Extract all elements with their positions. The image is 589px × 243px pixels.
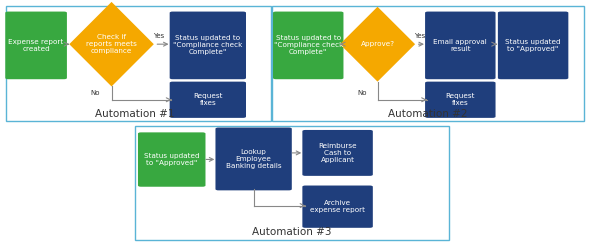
FancyBboxPatch shape <box>498 12 568 79</box>
FancyBboxPatch shape <box>425 12 495 79</box>
Text: Automation #2: Automation #2 <box>388 109 468 119</box>
Polygon shape <box>340 7 415 82</box>
FancyBboxPatch shape <box>302 185 373 228</box>
Text: Archive
expense report: Archive expense report <box>310 200 365 213</box>
FancyBboxPatch shape <box>5 12 67 79</box>
FancyBboxPatch shape <box>216 128 292 190</box>
Text: Reimburse
Cash to
Applicant: Reimburse Cash to Applicant <box>318 143 357 163</box>
Polygon shape <box>70 2 154 87</box>
Text: Status updated to
"Compliance check
Complete": Status updated to "Compliance check Comp… <box>273 35 343 55</box>
Text: Request
fixes: Request fixes <box>193 93 223 106</box>
Text: No: No <box>357 90 366 96</box>
FancyBboxPatch shape <box>425 82 495 118</box>
FancyBboxPatch shape <box>170 82 246 118</box>
Text: Status updated
to "Approved": Status updated to "Approved" <box>505 39 561 52</box>
Text: Approve?: Approve? <box>360 41 395 47</box>
FancyBboxPatch shape <box>302 130 373 176</box>
Text: Email approval
result: Email approval result <box>434 39 487 52</box>
FancyBboxPatch shape <box>170 12 246 79</box>
Text: No: No <box>90 90 100 96</box>
Text: Yes: Yes <box>153 33 164 39</box>
Text: Automation #1: Automation #1 <box>95 109 175 119</box>
Text: Automation #3: Automation #3 <box>252 227 332 237</box>
Text: Check if
reports meets
compliance: Check if reports meets compliance <box>86 34 137 54</box>
Text: Request
fixes: Request fixes <box>445 93 475 106</box>
FancyBboxPatch shape <box>138 132 206 187</box>
Text: Status updated
to "Approved": Status updated to "Approved" <box>144 153 200 166</box>
Text: Lookup
Employee
Banking details: Lookup Employee Banking details <box>226 149 282 169</box>
Text: Expense report
created: Expense report created <box>8 39 64 52</box>
Text: Yes: Yes <box>413 33 425 39</box>
Text: Status updated to
"Compliance check
Complete": Status updated to "Compliance check Comp… <box>173 35 243 55</box>
FancyBboxPatch shape <box>273 12 343 79</box>
